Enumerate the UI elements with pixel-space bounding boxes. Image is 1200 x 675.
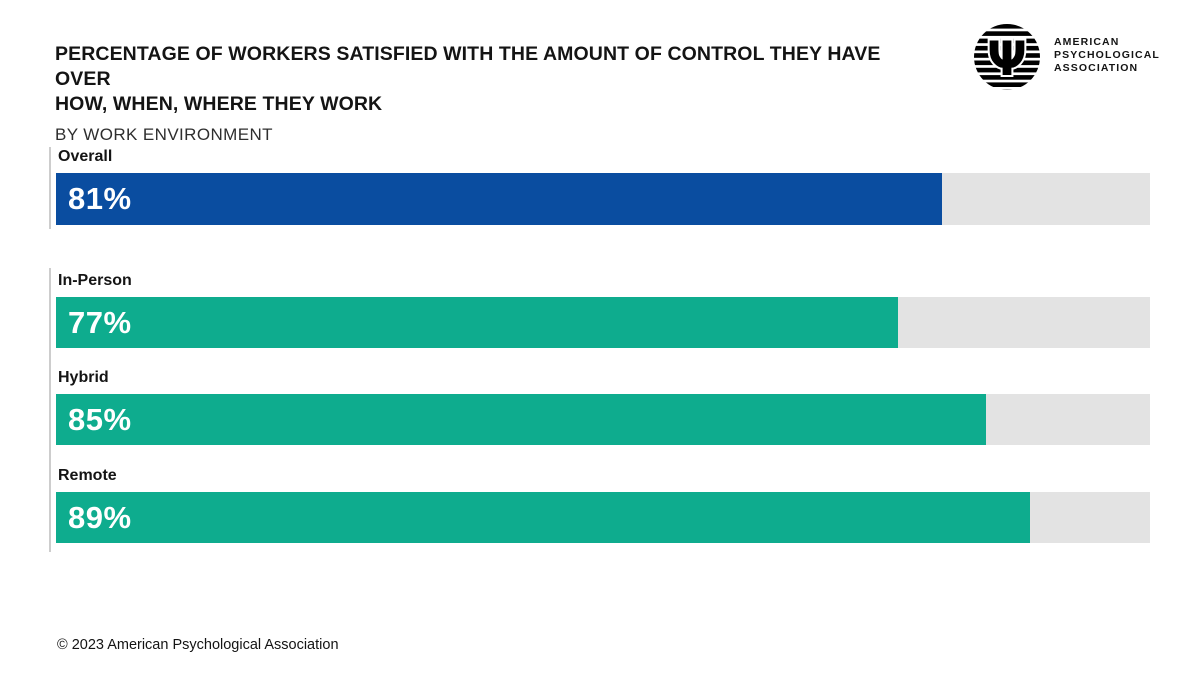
bar-track: 77%: [56, 297, 1150, 348]
bar-value-hybrid: 85%: [68, 401, 132, 437]
bar-track: 89%: [56, 492, 1150, 543]
bar-fill-hybrid: 85%: [56, 394, 986, 445]
apa-wordmark-line-2: PSYCHOLOGICAL: [1054, 48, 1160, 61]
chart-title-line-1: PERCENTAGE OF WORKERS SATISFIED WITH THE…: [55, 43, 881, 90]
axis-line-group-1: [49, 147, 51, 229]
bar-row-in-person: In-Person 77%: [56, 272, 1150, 348]
copyright-text: © 2023 American Psychological Associatio…: [57, 637, 339, 653]
header: PERCENTAGE OF WORKERS SATISFIED WITH THE…: [55, 42, 925, 145]
bar-label-hybrid: Hybrid: [58, 369, 109, 386]
bar-row-overall: Overall 81%: [56, 148, 1150, 225]
bar-value-in-person: 77%: [68, 304, 132, 340]
bar-label-remote: Remote: [58, 467, 117, 484]
chart-subtitle: BY WORK ENVIRONMENT: [55, 125, 273, 144]
bar-row-remote: Remote 89%: [56, 467, 1150, 543]
bar-value-remote: 89%: [68, 499, 132, 535]
psi-symbol: Ψ: [987, 32, 1027, 87]
bar-label-in-person: In-Person: [58, 272, 132, 289]
axis-line-group-2: [49, 268, 51, 552]
apa-logo: Ψ AMERICAN PSYCHOLOGICAL ASSOCIATION: [974, 24, 1160, 90]
bar-fill-in-person: 77%: [56, 297, 899, 348]
bar-fill-remote: 89%: [56, 492, 1030, 543]
apa-wordmark-line-1: AMERICAN: [1054, 35, 1120, 48]
bar-fill-overall: 81%: [56, 173, 943, 225]
apa-wordmark: AMERICAN PSYCHOLOGICAL ASSOCIATION: [1054, 36, 1160, 75]
apa-wordmark-line-3: ASSOCIATION: [1054, 61, 1139, 74]
bar-label-overall: Overall: [58, 148, 113, 165]
bar-row-hybrid: Hybrid 85%: [56, 369, 1150, 445]
bar-track: 85%: [56, 394, 1150, 445]
apa-psi-logo-icon: Ψ: [974, 24, 1040, 90]
chart-title-line-2: HOW, WHEN, WHERE THEY WORK: [55, 93, 383, 115]
bar-value-overall: 81%: [68, 181, 132, 216]
bar-track: 81%: [56, 173, 1150, 225]
